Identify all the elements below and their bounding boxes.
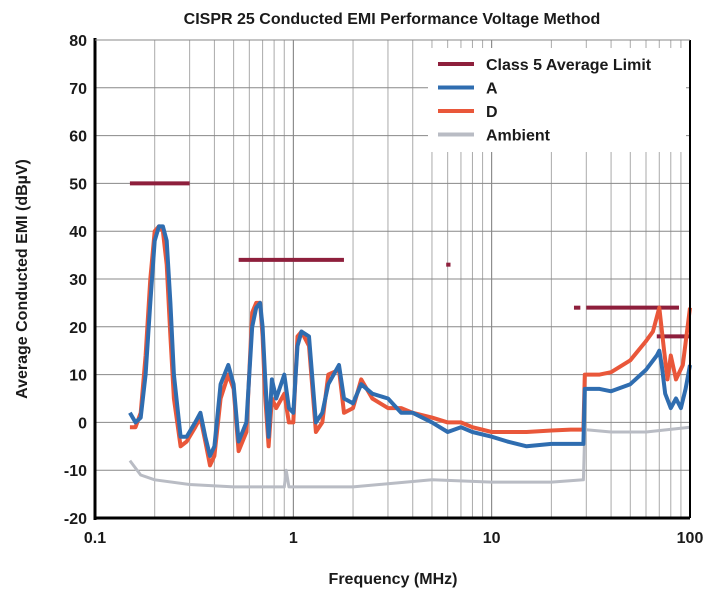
legend-label: A: [486, 81, 498, 98]
legend-label: Ambient: [486, 128, 551, 145]
y-tick-label: 30: [69, 272, 87, 289]
y-tick-label: 0: [78, 415, 87, 432]
x-tick-label: 0.1: [84, 530, 106, 547]
y-tick-label: 40: [69, 224, 87, 241]
limit-lines: [129, 181, 690, 339]
axes: -20 -10 0 10 20 30 40 50 60 70 80 0.1 1 10 100: [64, 33, 704, 547]
x-tick-label: 10: [483, 530, 501, 547]
y-tick-label: 10: [69, 368, 87, 385]
legend-label: D: [486, 104, 498, 121]
legend: Class 5 Average Limit AD Ambient: [428, 48, 686, 152]
y-tick-label: 60: [69, 129, 87, 146]
y-tick-label: 50: [69, 176, 87, 193]
y-tick-label: -10: [64, 463, 87, 480]
legend-label: Class 5 Average Limit: [486, 57, 652, 74]
x-tick-label: 100: [677, 530, 704, 547]
y-tick-label: 80: [69, 33, 87, 50]
series-line-ambient: [128, 425, 691, 489]
series-lines: [128, 224, 692, 489]
y-tick-label: 70: [69, 81, 87, 98]
x-axis-label: Frequency (MHz): [329, 571, 458, 588]
x-tick-label: 1: [289, 530, 298, 547]
chart-title: CISPR 25 Conducted EMI Performance Volta…: [184, 11, 601, 28]
y-tick-label: 20: [69, 320, 87, 337]
y-axis-label: Average Conducted EMI (dBµV): [14, 159, 31, 399]
series-line-a: [128, 224, 692, 458]
y-tick-label: -20: [64, 511, 87, 528]
